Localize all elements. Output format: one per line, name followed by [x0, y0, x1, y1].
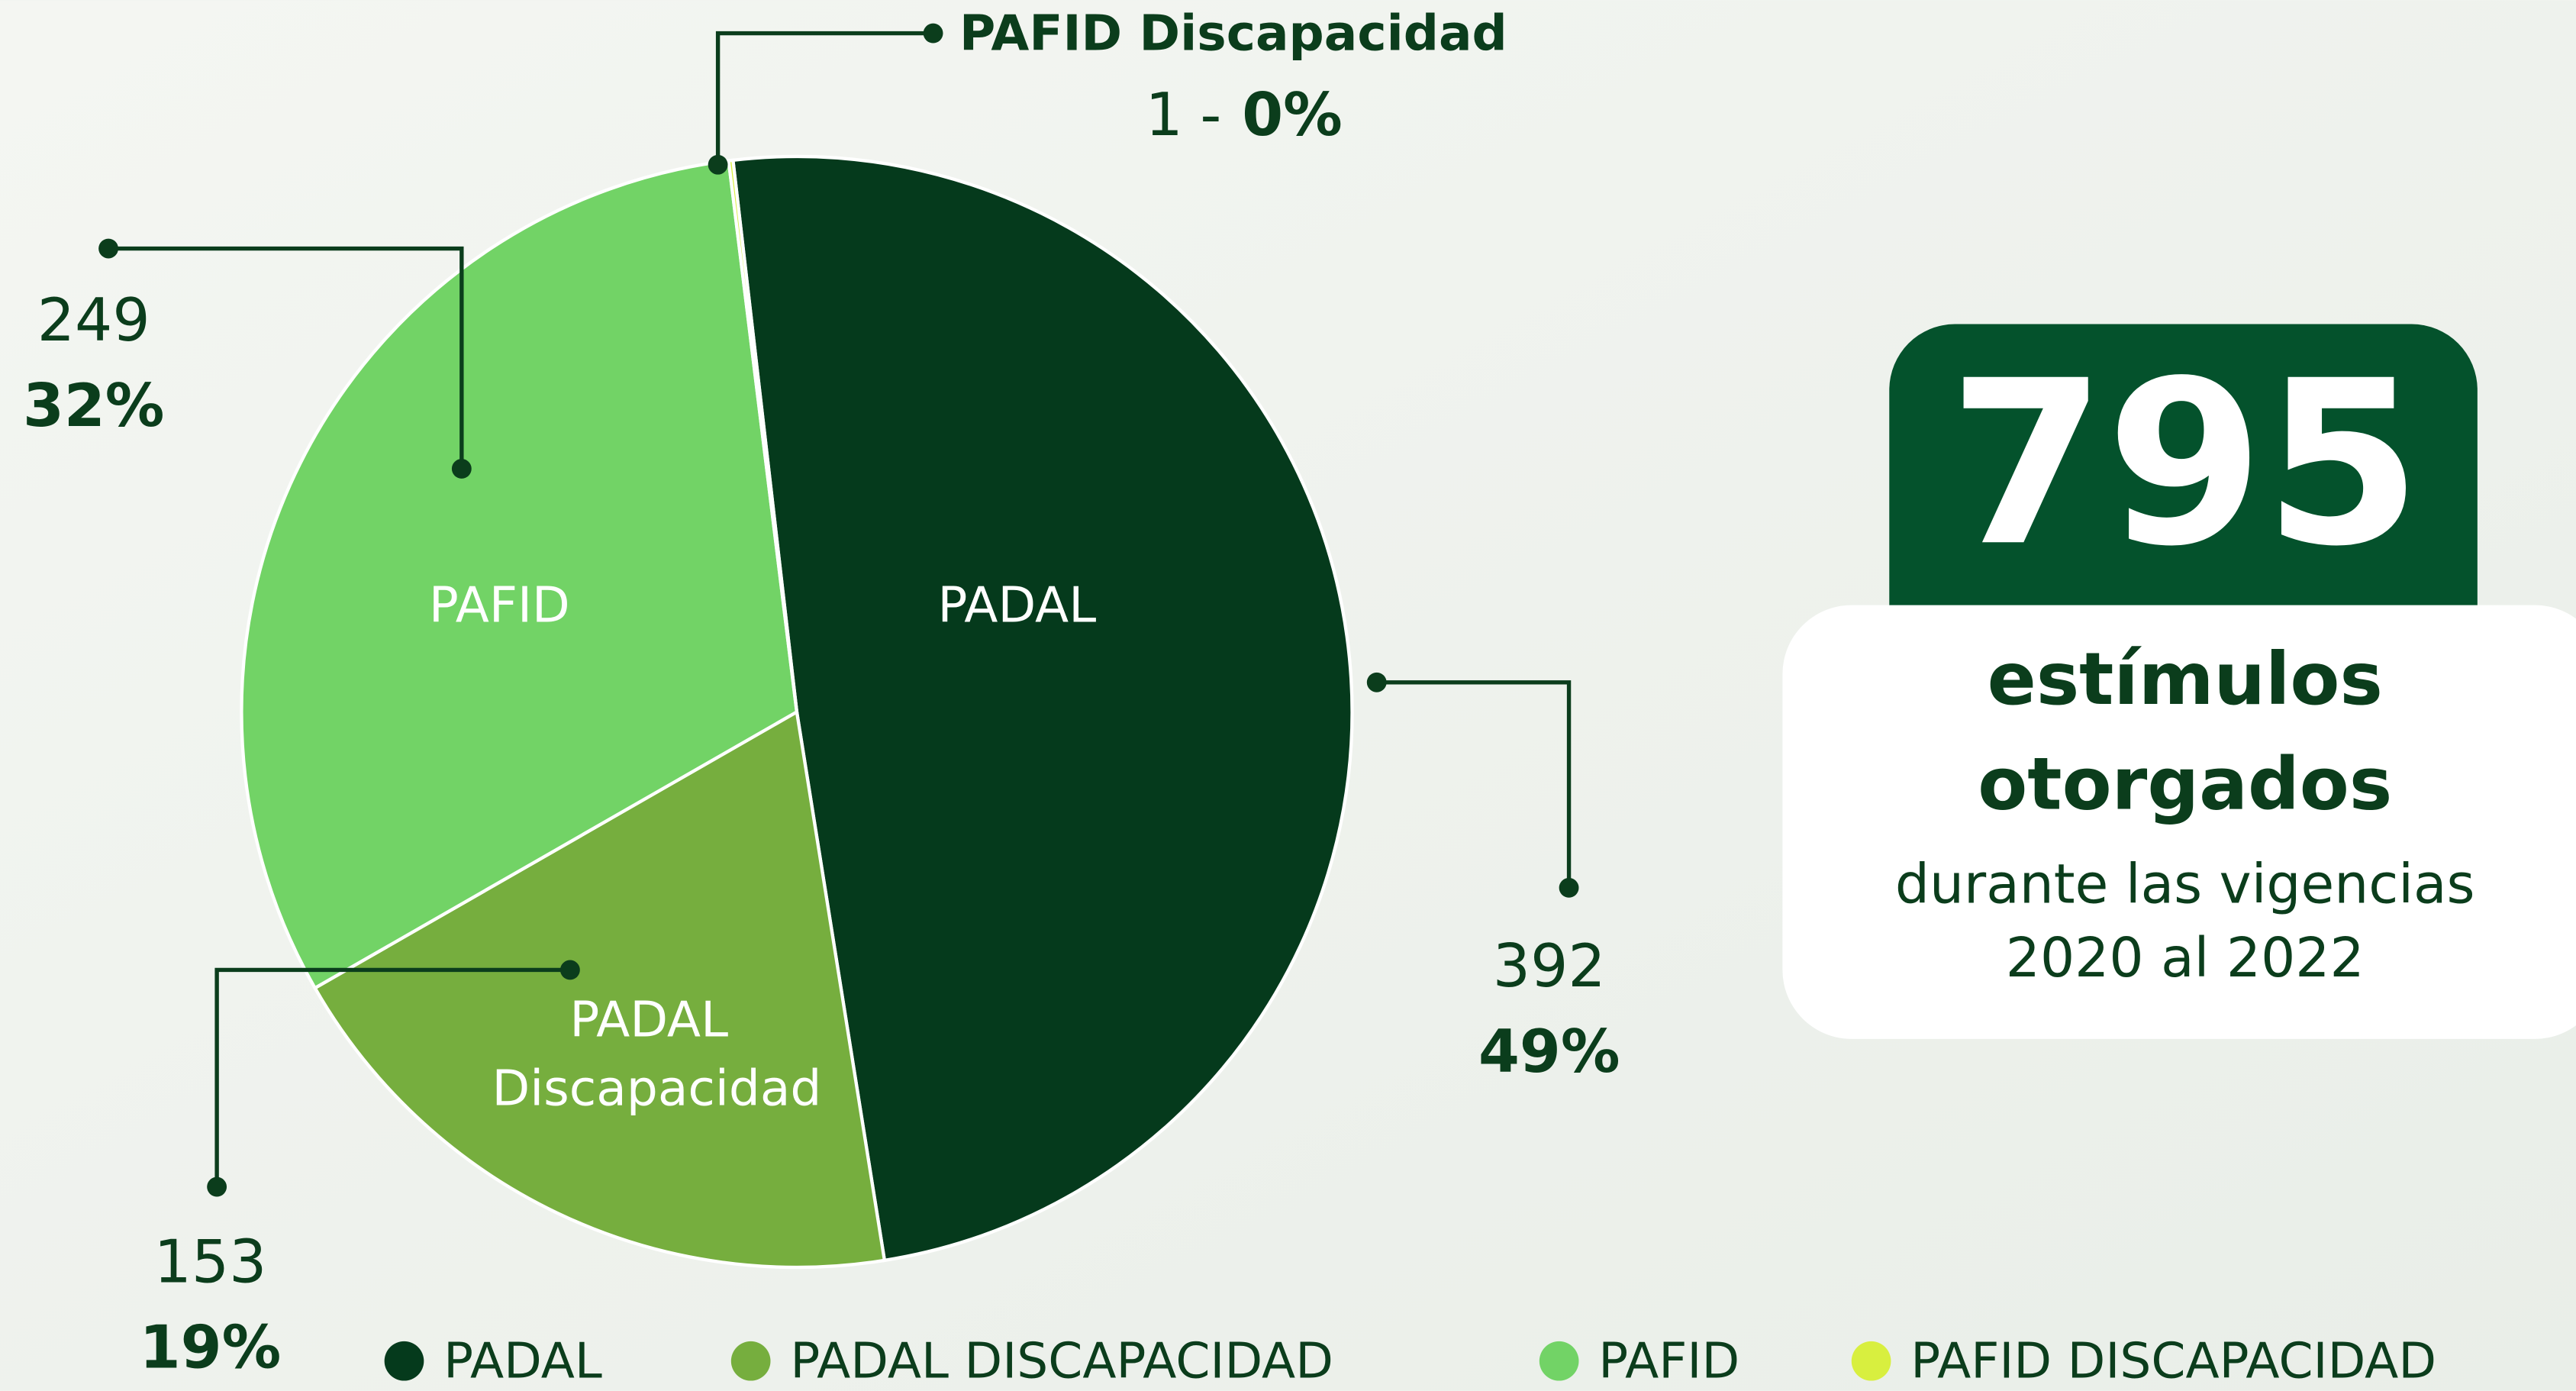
- pie: PADAL PADAL Discapacidad PAFID: [240, 154, 1354, 1270]
- slice-label: PADAL: [938, 576, 1097, 634]
- slice-label: PADAL Discapacidad: [476, 991, 821, 1117]
- value-separator: -: [1200, 81, 1221, 150]
- percent-label: 19%: [140, 1313, 281, 1382]
- legend-text: PAFID: [1598, 1333, 1739, 1390]
- pie-slice: [730, 154, 1354, 1263]
- legend-swatch: [1539, 1341, 1579, 1381]
- pie-slice: [312, 709, 887, 1270]
- callout-dot: [708, 154, 728, 175]
- legend-swatch: [730, 1341, 771, 1381]
- total-box: [1889, 324, 2478, 641]
- summary-box: [1782, 605, 2576, 1039]
- value-label: 392: [1493, 932, 1606, 1001]
- legend-text: PAFID Discapacidad: [1910, 1333, 2436, 1390]
- summary-subtitle: durante las vigencias: [1895, 852, 2475, 915]
- value-label: 153: [154, 1228, 267, 1296]
- pie-slice: [240, 159, 799, 991]
- summary-subtitle: 2020 al 2022: [2006, 926, 2365, 989]
- summary-heading: estímulos: [1988, 637, 2383, 721]
- callout-line: [715, 31, 933, 165]
- callout-dot: [207, 1176, 227, 1197]
- legend-swatch: [384, 1341, 424, 1381]
- legend: PADAL PADAL Discapacidad PAFID PAFID Discap…: [384, 1333, 2436, 1390]
- percent-label: 0%: [1242, 81, 1343, 150]
- percent-label: 49%: [1478, 1018, 1620, 1086]
- callout-dot: [98, 238, 118, 259]
- slice-label: PAFID: [429, 576, 570, 634]
- summary-heading: otorgados: [1978, 743, 2392, 827]
- callout-name: PAFID Discapacidad: [959, 5, 1507, 62]
- callout-dot: [559, 960, 580, 980]
- pie-slice: [727, 158, 799, 712]
- callout-dot: [1559, 877, 1579, 898]
- callout-dot: [1366, 672, 1387, 692]
- value-label: 1: [1145, 81, 1182, 150]
- legend-text: PADAL Discapacidad: [790, 1333, 1333, 1390]
- value-label: 249: [37, 286, 150, 355]
- legend-swatch: [1851, 1341, 1891, 1381]
- callout-dot: [451, 459, 472, 479]
- callout-line: [1376, 680, 1572, 888]
- callout-line: [214, 967, 570, 1187]
- percent-label: 32%: [23, 372, 164, 441]
- total-value: 795: [1949, 332, 2422, 596]
- callouts: 392 49% 153 19% 249 32% PAFID Discapacidad 1-0%: [23, 5, 1620, 1382]
- callout-line: [108, 246, 464, 469]
- callout-dot: [923, 23, 943, 44]
- legend-text: PADAL: [443, 1333, 602, 1390]
